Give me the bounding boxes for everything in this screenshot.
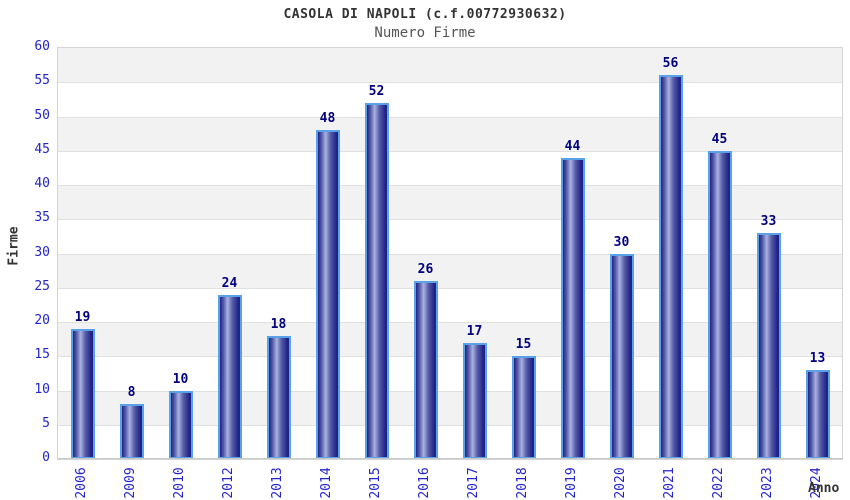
bar-2023 <box>756 232 781 459</box>
bar-2021 <box>658 75 683 459</box>
gridline <box>58 356 842 358</box>
bar-value-label: 17 <box>466 323 483 339</box>
y-tick-label: 25 <box>34 278 50 294</box>
bar-value-label: 44 <box>564 138 581 154</box>
y-tick-label: 45 <box>34 141 50 157</box>
bar-value-label: 33 <box>760 213 777 229</box>
bar-value-label: 19 <box>74 309 91 325</box>
y-tick-label: 50 <box>34 107 50 123</box>
gridline <box>58 219 842 221</box>
y-tick-label: 10 <box>34 381 50 397</box>
x-tick-label-2022: 2022 <box>710 467 726 499</box>
gridline <box>58 253 842 255</box>
x-tick-label-2023: 2023 <box>759 467 775 499</box>
y-tick-label: 40 <box>34 176 50 191</box>
bar-2017 <box>462 342 487 459</box>
bar-2024 <box>805 369 830 459</box>
y-tick-label: 60 <box>34 39 50 54</box>
bar-2014 <box>315 130 340 459</box>
y-tick-label: 0 <box>42 450 50 465</box>
gridline <box>58 82 842 84</box>
bar-2013 <box>266 335 291 459</box>
x-tick-label-2017: 2017 <box>465 467 481 499</box>
gridline <box>58 424 842 426</box>
shaded-band <box>58 48 842 83</box>
x-tick-label-2015: 2015 <box>367 467 383 499</box>
bar-value-label: 13 <box>809 350 826 366</box>
x-tick-label-2014: 2014 <box>318 467 334 499</box>
x-tick-label-2009: 2009 <box>122 467 138 499</box>
gridline <box>58 150 842 152</box>
x-tick-label-2010: 2010 <box>171 467 187 499</box>
plot-area: 19 8 10 24 18 48 52 26 17 15 44 30 56 45 33 13 <box>57 47 843 460</box>
x-tick-label-2013: 2013 <box>269 467 285 499</box>
y-tick-label: 20 <box>34 313 50 328</box>
bar-2018 <box>511 356 536 459</box>
bar-value-label: 26 <box>417 261 434 277</box>
y-tick-label: 30 <box>34 244 50 260</box>
bar-2015 <box>364 102 389 459</box>
y-tick-label: 35 <box>34 210 50 226</box>
bar-value-label: 30 <box>613 234 630 250</box>
shaded-band <box>58 116 842 151</box>
bar-2009 <box>119 404 144 459</box>
bar-2006 <box>70 328 95 459</box>
chart-title: CASOLA DI NAPOLI (c.f.00772930632) <box>283 7 567 22</box>
bar-value-label: 8 <box>127 385 136 401</box>
bar-value-label: 56 <box>662 56 679 72</box>
x-axis-title: Anno <box>808 481 840 496</box>
chart-subtitle: Numero Firme <box>374 25 476 41</box>
bar-2019 <box>560 157 585 459</box>
x-tick-label-2020: 2020 <box>612 467 628 499</box>
bar-2022 <box>707 150 732 459</box>
bar-value-label: 52 <box>368 83 385 99</box>
bar-value-label: 48 <box>319 111 336 127</box>
bar-2020 <box>609 253 634 459</box>
y-tick-label: 15 <box>34 347 50 363</box>
y-tick-label: 55 <box>34 73 50 89</box>
gridline <box>58 185 842 186</box>
gridline <box>58 322 842 323</box>
x-tick-label-2016: 2016 <box>416 467 432 499</box>
x-tick-label-2021: 2021 <box>661 467 677 499</box>
gridline <box>58 116 842 118</box>
bar-value-label: 10 <box>172 371 189 387</box>
gridline <box>58 287 842 289</box>
x-tick-label-2006: 2006 <box>73 467 89 499</box>
x-tick-label-2018: 2018 <box>514 467 530 499</box>
bar-value-label: 24 <box>221 275 238 291</box>
x-axis-line <box>57 458 843 459</box>
x-tick-label-2019: 2019 <box>563 467 579 499</box>
y-tick-label: 5 <box>42 415 50 431</box>
x-tick-label-2012: 2012 <box>220 467 236 499</box>
bar-2010 <box>168 390 193 459</box>
bar-2016 <box>413 280 438 459</box>
gridline <box>58 390 842 392</box>
bar-value-label: 45 <box>711 131 728 147</box>
bar-value-label: 18 <box>270 316 287 332</box>
bar-value-label: 15 <box>515 337 532 353</box>
bar-2012 <box>217 294 242 459</box>
